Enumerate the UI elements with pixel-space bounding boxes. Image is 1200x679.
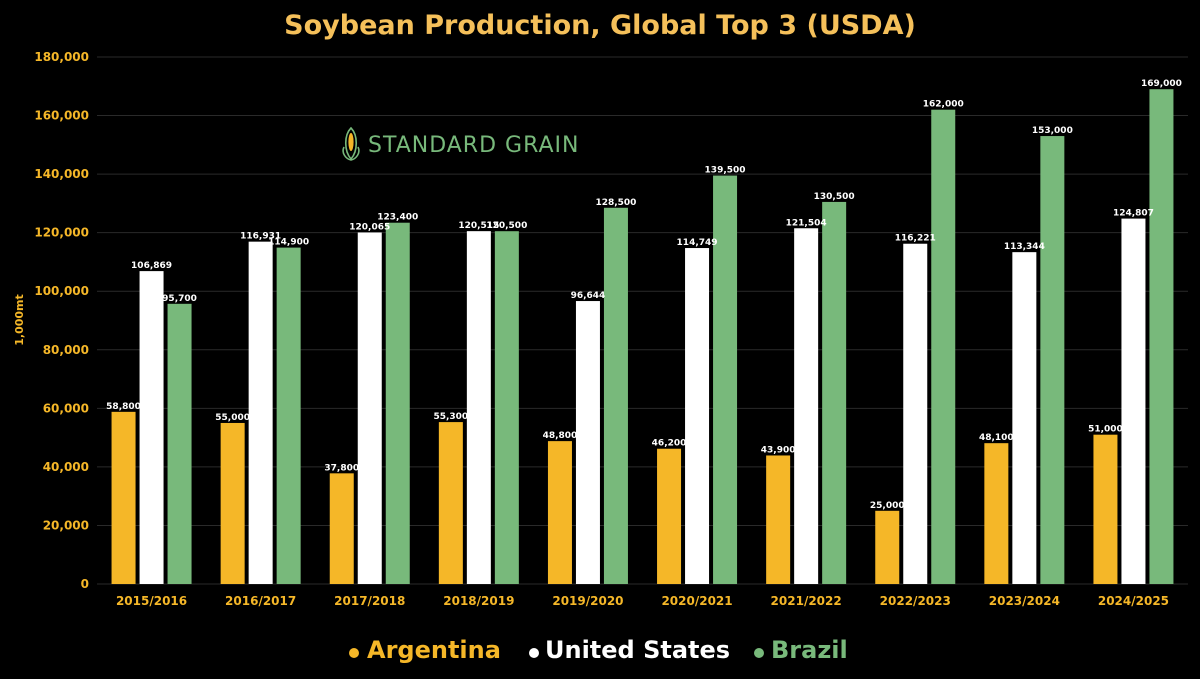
bar xyxy=(931,109,956,584)
data-label: 37,800 xyxy=(324,463,359,473)
x-tick-label: 2020/2021 xyxy=(661,594,732,608)
data-label: 55,300 xyxy=(433,412,468,422)
bar xyxy=(766,455,791,584)
bar xyxy=(220,422,245,584)
bar xyxy=(1012,252,1037,584)
bar xyxy=(1040,136,1065,585)
chart-title: Soybean Production, Global Top 3 (USDA) xyxy=(284,10,916,41)
y-tick-label: 20,000 xyxy=(43,518,89,532)
x-tick-label: 2018/2019 xyxy=(443,594,514,608)
x-axis-ticks: 2015/2016 2016/2017 2017/2018 2018/2019 2019… xyxy=(116,594,1169,608)
bar xyxy=(438,422,463,584)
data-label: 95,700 xyxy=(162,294,197,304)
bar xyxy=(794,228,819,584)
bar xyxy=(167,303,192,584)
y-tick-label: 120,000 xyxy=(34,226,89,240)
data-label: 130,500 xyxy=(814,192,855,202)
data-label: 48,100 xyxy=(979,433,1014,443)
bar xyxy=(276,247,301,584)
bar xyxy=(575,301,600,584)
bar xyxy=(385,222,410,584)
bar xyxy=(657,448,682,584)
x-tick-label: 2019/2020 xyxy=(552,594,623,608)
bar xyxy=(903,243,928,584)
data-label: 121,504 xyxy=(786,218,827,228)
y-tick-label: 100,000 xyxy=(34,284,89,298)
x-tick-label: 2024/2025 xyxy=(1098,594,1169,608)
y-axis-ticks: 0 20,000 40,000 60,000 80,000 100,000 120,000 1… xyxy=(34,50,89,591)
data-label: 124,807 xyxy=(1113,209,1154,219)
data-label: 116,931 xyxy=(240,232,281,242)
data-label: 55,000 xyxy=(215,413,250,423)
bar xyxy=(1093,434,1118,584)
data-label: 114,900 xyxy=(268,238,309,248)
bar xyxy=(603,207,628,584)
y-axis-label: 1,000mt xyxy=(13,294,26,346)
bar xyxy=(713,175,738,584)
data-label: 162,000 xyxy=(923,100,964,110)
standard-grain-logo: STANDARD GRAIN xyxy=(342,126,579,161)
data-label: 46,200 xyxy=(652,439,687,449)
data-label: 120,065 xyxy=(349,222,390,232)
bar xyxy=(547,441,572,584)
y-tick-label: 40,000 xyxy=(43,460,89,474)
data-label: 114,749 xyxy=(677,238,718,248)
bar xyxy=(466,231,491,584)
x-tick-label: 2015/2016 xyxy=(116,594,187,608)
bar xyxy=(329,473,354,584)
x-tick-label: 2022/2023 xyxy=(880,594,951,608)
bar xyxy=(111,411,136,584)
y-tick-label: 0 xyxy=(81,577,89,591)
x-tick-label: 2023/2024 xyxy=(989,594,1060,608)
bar xyxy=(875,510,900,584)
legend-swatch xyxy=(529,648,539,658)
legend-swatch xyxy=(349,648,359,658)
data-label: 51,000 xyxy=(1088,425,1123,435)
bar xyxy=(1121,218,1146,584)
data-label: 113,344 xyxy=(1004,242,1045,252)
data-label: 153,000 xyxy=(1032,126,1073,136)
bar xyxy=(822,201,847,585)
data-label: 43,900 xyxy=(761,445,796,455)
y-tick-label: 80,000 xyxy=(43,343,89,357)
data-label: 58,800 xyxy=(106,402,141,412)
data-label: 116,221 xyxy=(895,234,936,244)
x-tick-label: 2021/2022 xyxy=(771,594,842,608)
logo-text: STANDARD GRAIN xyxy=(368,133,579,158)
data-label: 120,515 xyxy=(458,221,499,231)
data-label: 128,500 xyxy=(595,198,636,208)
bars xyxy=(111,89,1174,585)
y-tick-label: 140,000 xyxy=(34,167,89,181)
data-label: 139,500 xyxy=(705,166,746,176)
legend: Argentina United States Brazil xyxy=(349,636,848,664)
x-tick-label: 2017/2018 xyxy=(334,594,405,608)
y-tick-label: 60,000 xyxy=(43,401,89,415)
bar xyxy=(685,248,710,585)
legend-label: United States xyxy=(545,636,730,664)
bar xyxy=(139,271,164,584)
bar xyxy=(357,232,382,584)
data-label: 120,500 xyxy=(486,221,527,231)
data-label: 48,800 xyxy=(543,431,578,441)
corn-logo-icon xyxy=(342,126,360,161)
y-tick-label: 160,000 xyxy=(34,109,89,123)
legend-label: Argentina xyxy=(367,636,501,664)
bar xyxy=(494,231,519,585)
data-label: 25,000 xyxy=(870,501,905,511)
data-label: 169,000 xyxy=(1141,79,1182,89)
y-tick-label: 180,000 xyxy=(34,50,89,64)
legend-label: Brazil xyxy=(771,636,848,664)
data-label: 123,400 xyxy=(377,213,418,223)
data-label: 106,869 xyxy=(131,261,172,271)
bar xyxy=(248,241,273,584)
bar xyxy=(1149,89,1174,584)
x-tick-label: 2016/2017 xyxy=(225,594,296,608)
bar xyxy=(984,443,1009,584)
legend-swatch xyxy=(754,648,764,658)
data-label: 96,644 xyxy=(571,291,606,301)
